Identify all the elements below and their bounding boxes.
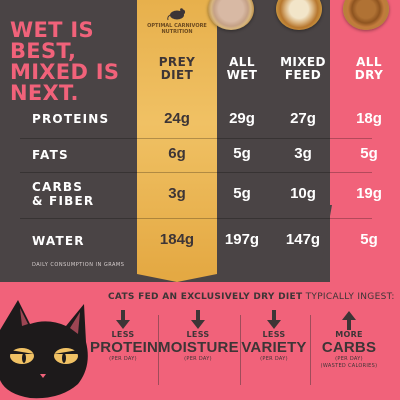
optimal-nutrition-badge: OPTIMAL CARNIVORE NUTRITION	[140, 5, 214, 35]
arrow-up-icon	[342, 311, 356, 330]
cell-carbs-mixed: 10g	[290, 185, 316, 202]
column-header-line: ALL	[356, 55, 382, 69]
row-label-line: CARBS	[32, 180, 84, 194]
arrow-down-icon	[267, 310, 281, 329]
column-header-mixed-feed: MIXED FEED	[268, 56, 338, 82]
dry-food-bowl	[343, 0, 389, 30]
arrow-down-icon	[191, 310, 205, 329]
headline-line: NEXT.	[10, 81, 79, 105]
column-header-line: WET	[226, 68, 258, 82]
row-label-line: & FIBER	[32, 194, 95, 208]
badge-text: OPTIMAL CARNIVORE NUTRITION	[147, 23, 207, 35]
effect-extra-note: (WASTED CALORIES)	[320, 363, 378, 369]
column-header-line: DRY	[354, 68, 384, 82]
row-label-line: PROTEINS	[32, 112, 110, 126]
cell-water-dry: 5g	[360, 231, 378, 248]
effect-subject: VARIETY	[241, 339, 307, 356]
column-header-all-wet: ALL WET	[212, 56, 272, 82]
row-label-fats: FATS	[32, 148, 69, 162]
effect-more-carbs: MORE CARBS (PER DAY) (WASTED CALORIES)	[312, 310, 386, 370]
row-divider	[20, 172, 372, 173]
effect-qualifier: LESS	[111, 330, 135, 339]
effect-per-day: (PER DAY)	[184, 356, 212, 362]
cell-proteins-mixed: 27g	[290, 110, 316, 127]
column-header-all-dry: ALL DRY	[339, 56, 399, 82]
effect-divider	[158, 315, 159, 385]
comparison-panel: WET IS BEST, MIXED IS NEXT. OPTIMAL CARN…	[0, 0, 399, 282]
effect-subject: CARBS	[321, 339, 377, 356]
cell-fats-mixed: 3g	[294, 145, 312, 162]
arrow-down-icon	[116, 310, 130, 329]
effect-qualifier: LESS	[186, 330, 210, 339]
cell-fats-prey: 6g	[168, 145, 186, 162]
cell-carbs-dry: 19g	[356, 185, 382, 202]
effect-qualifier: LESS	[262, 330, 286, 339]
row-label-carbs-fiber: CARBS & FIBER	[32, 180, 94, 208]
headline-line: WET IS	[10, 18, 94, 42]
column-header-line: FEED	[284, 68, 322, 82]
row-divider	[20, 218, 372, 219]
panel-notch	[318, 205, 332, 282]
row-label-line: WATER	[32, 234, 85, 248]
cell-water-wet: 197g	[224, 231, 260, 248]
effect-less-variety: LESS VARIETY (PER DAY)	[240, 310, 308, 363]
row-label-water: WATER	[32, 234, 85, 248]
effect-subject: MOISTURE	[158, 339, 239, 356]
row-label-line: FATS	[32, 148, 69, 162]
black-cat-illustration	[0, 300, 88, 399]
dry-diet-intro-bold: CATS FED AN EXCLUSIVELY DRY DIET	[108, 292, 303, 302]
headline-line: BEST,	[10, 39, 77, 63]
row-divider	[20, 138, 372, 139]
mouse-icon	[167, 8, 186, 21]
effect-subject: PROTEIN	[90, 339, 159, 356]
cell-proteins-wet: 29g	[229, 110, 255, 127]
column-header-prey-diet: PREY DIET	[147, 56, 207, 82]
column-header-line: PREY	[158, 55, 196, 69]
column-header-line: DIET	[160, 68, 194, 82]
effect-less-moisture: LESS MOISTURE (PER DAY)	[158, 310, 239, 363]
column-header-line: ALL	[229, 55, 255, 69]
footnote: DAILY CONSUMPTION IN GRAMS	[32, 262, 125, 268]
headline-line: MIXED IS	[10, 60, 120, 84]
column-header-line: MIXED	[280, 55, 326, 69]
effect-per-day: (PER DAY)	[109, 356, 137, 362]
cell-proteins-dry: 18g	[356, 110, 382, 127]
effect-less-protein: LESS PROTEIN (PER DAY)	[90, 310, 159, 363]
row-label-proteins: PROTEINS	[32, 112, 109, 126]
effect-per-day: (PER DAY)	[260, 356, 288, 362]
prey-diet-column-highlight	[137, 0, 217, 282]
effect-qualifier: MORE	[335, 330, 363, 339]
cell-proteins-prey: 24g	[164, 110, 190, 127]
cell-water-mixed: 147g	[285, 231, 321, 248]
cell-carbs-wet: 5g	[233, 185, 251, 202]
headline: WET IS BEST, MIXED IS NEXT.	[10, 20, 140, 104]
dry-diet-intro: CATS FED AN EXCLUSIVELY DRY DIET TYPICAL…	[108, 292, 395, 302]
cell-water-prey: 184g	[159, 231, 195, 248]
effect-divider	[310, 315, 311, 385]
effect-divider	[240, 315, 241, 385]
effect-per-day: (PER DAY)	[335, 356, 363, 362]
cell-fats-wet: 5g	[233, 145, 251, 162]
dry-diet-intro-light: TYPICALLY INGEST:	[302, 292, 395, 302]
cell-fats-dry: 5g	[360, 145, 378, 162]
cell-carbs-prey: 3g	[168, 185, 186, 202]
